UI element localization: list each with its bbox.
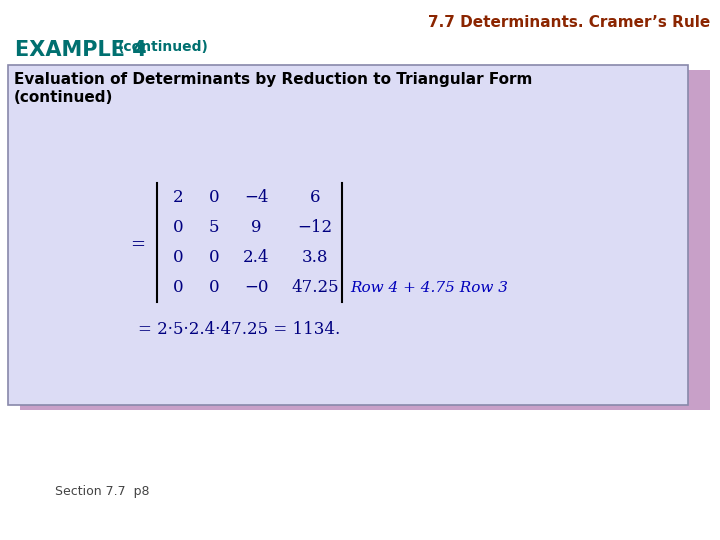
Text: 0: 0 [209,190,220,206]
Text: 6: 6 [310,190,320,206]
Text: Evaluation of Determinants by Reduction to Triangular Form: Evaluation of Determinants by Reduction … [14,72,532,87]
Text: 9: 9 [251,219,261,237]
Text: (continued): (continued) [14,90,113,105]
Text: 0: 0 [173,249,184,267]
Text: 0: 0 [209,249,220,267]
Text: 2: 2 [173,190,184,206]
Text: 0: 0 [173,280,184,296]
FancyBboxPatch shape [8,65,688,405]
Text: 0: 0 [173,219,184,237]
Text: Section 7.7  p8: Section 7.7 p8 [55,485,150,498]
Text: = 2·5·2.4·47.25 = 1134.: = 2·5·2.4·47.25 = 1134. [138,321,341,339]
Text: 7.7 Determinants. Cramer’s Rule: 7.7 Determinants. Cramer’s Rule [428,15,710,30]
Text: 3.8: 3.8 [302,249,328,267]
Text: −4: −4 [244,190,269,206]
Text: 47.25: 47.25 [291,280,339,296]
Text: (continued): (continued) [118,40,209,54]
Text: −0: −0 [244,280,269,296]
Text: 2.4: 2.4 [243,249,269,267]
Text: Row 4 + 4.75 Row 3: Row 4 + 4.75 Row 3 [350,281,508,295]
Text: EXAMPLE 4: EXAMPLE 4 [15,40,147,60]
Text: 5: 5 [209,219,220,237]
Text: =: = [130,236,145,254]
FancyBboxPatch shape [20,70,710,410]
Text: −12: −12 [297,219,333,237]
Text: 0: 0 [209,280,220,296]
